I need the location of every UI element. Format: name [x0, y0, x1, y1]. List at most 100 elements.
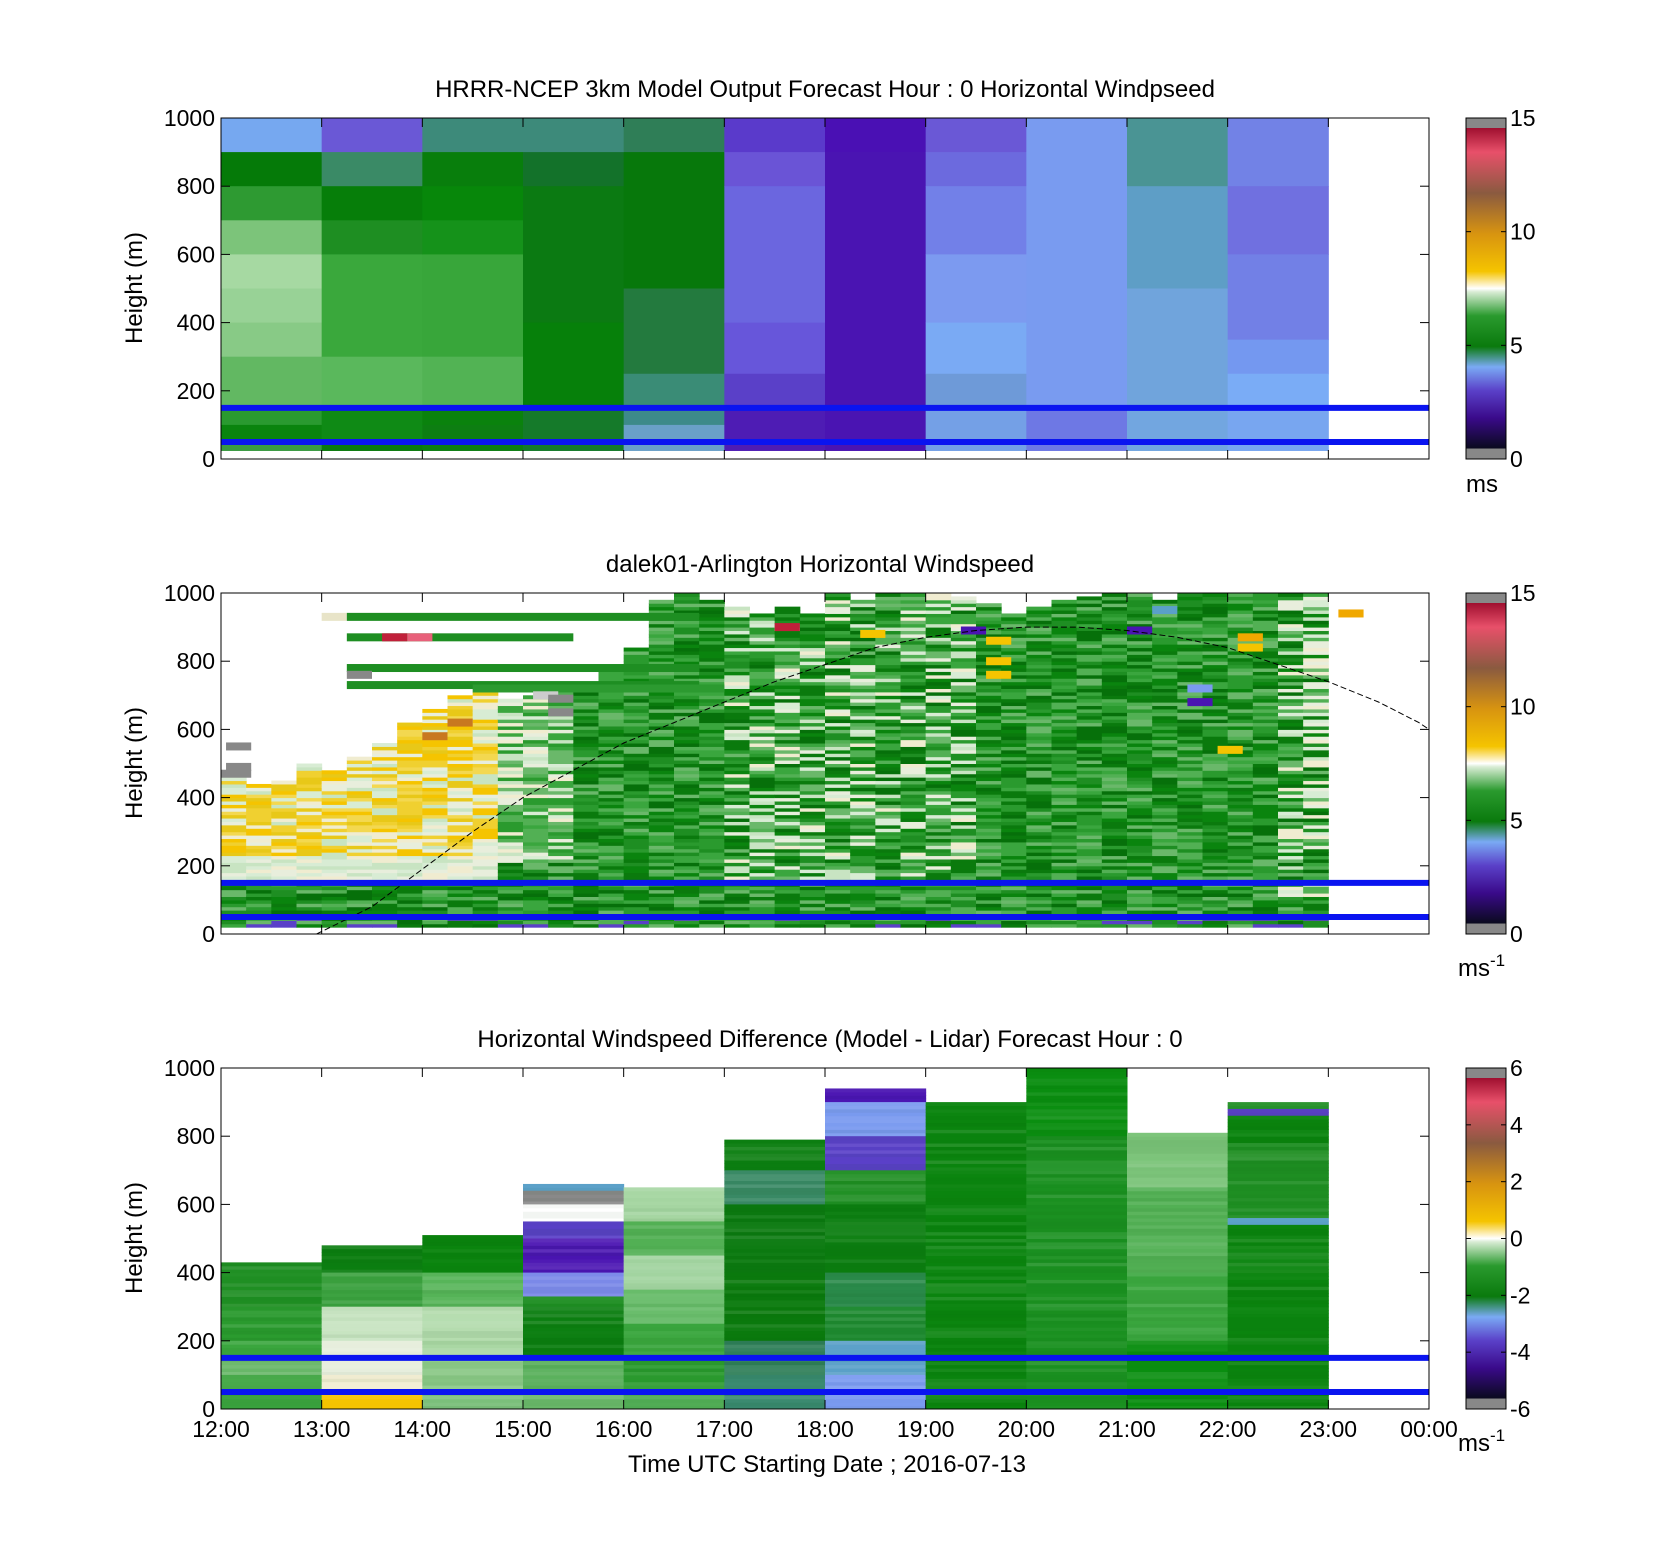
heatmap-cell: [1127, 753, 1153, 758]
heatmap-cell: [850, 766, 876, 771]
heatmap-cell: [523, 811, 549, 816]
heatmap-cell: [850, 657, 876, 662]
heatmap-cell: [397, 845, 423, 850]
heatmap-cell: [1227, 1139, 1329, 1144]
heatmap-cell: [825, 678, 851, 683]
heatmap-cell: [674, 770, 700, 775]
heatmap-cell: [648, 610, 675, 614]
heatmap-cell: [900, 681, 927, 686]
heatmap-cell: [623, 739, 650, 744]
heatmap-cell: [1076, 647, 1103, 652]
heatmap-cell: [674, 814, 700, 819]
heatmap-cell: [875, 855, 901, 860]
heatmap-cell: [1101, 787, 1128, 792]
heatmap-cell: [1026, 1183, 1128, 1188]
heatmap-cell: [1278, 664, 1304, 669]
heatmap-cell: [1001, 657, 1027, 662]
heatmap-cell: [674, 899, 700, 904]
heatmap-cell: [1076, 862, 1103, 867]
heatmap-cell: [648, 620, 675, 625]
heatmap-cell: [875, 668, 901, 672]
heatmap-cell: [875, 756, 901, 761]
heatmap-cell: [1252, 841, 1279, 846]
heatmap-cell: [925, 186, 1027, 255]
heatmap-cell: [447, 736, 474, 741]
heatmap-cell: [1202, 685, 1229, 689]
heatmap-cell: [1252, 596, 1279, 601]
heatmap-cell: [397, 821, 423, 826]
heatmap-cell: [850, 818, 876, 822]
heatmap-cell: [598, 783, 625, 788]
heatmap-cell: [1202, 886, 1229, 891]
heatmap-cell: [699, 695, 725, 700]
heatmap-cell: [825, 1095, 927, 1100]
heatmap-cell: [1278, 910, 1304, 915]
heatmap-cell: [1177, 889, 1203, 894]
heatmap-cell: [1101, 760, 1128, 764]
heatmap-cell: [548, 743, 574, 747]
heatmap-cell: [1127, 865, 1153, 870]
heatmap-cell: [1076, 906, 1103, 911]
heatmap-cell: [925, 1299, 1027, 1304]
heatmap-cell: [1076, 773, 1103, 778]
panel-lidar-ylabel: Height (m): [121, 707, 148, 819]
heatmap-cell: [1127, 1327, 1229, 1332]
heatmap-cell: [623, 1364, 725, 1369]
heatmap-cell: [1051, 599, 1078, 604]
heatmap-cell: [1252, 739, 1279, 744]
heatmap-cell: [1152, 732, 1178, 737]
heatmap-cell: [548, 801, 574, 805]
heatmap-cell: [648, 736, 675, 741]
heatmap-cell: [699, 654, 725, 659]
heatmap-cell: [397, 811, 423, 816]
heatmap-cell: [422, 1255, 524, 1260]
y-tick-label: 200: [177, 378, 215, 404]
heatmap-cell: [900, 610, 927, 614]
heatmap-cell: [648, 627, 675, 632]
heatmap-cell: [321, 773, 348, 778]
heatmap-cell: [1101, 743, 1128, 747]
colorbar-tick-label: -4: [1510, 1339, 1531, 1365]
heatmap-cell: [271, 838, 297, 843]
heatmap-cell: [976, 876, 1002, 880]
heatmap-cell: [372, 811, 398, 816]
heatmap-cell: [774, 654, 801, 659]
heatmap-cell: [1127, 719, 1153, 724]
heatmap-cell: [1026, 865, 1052, 870]
heatmap-cell: [1152, 766, 1178, 771]
heatmap-cell: [1278, 616, 1304, 621]
heatmap-cell: [397, 824, 423, 829]
heatmap-cell: [548, 835, 574, 840]
heatmap-cell: [1278, 688, 1304, 693]
heatmap-cell: [1227, 777, 1254, 782]
heatmap-cell: [1127, 893, 1153, 897]
heatmap-cell: [397, 889, 423, 894]
heatmap-cell: [1202, 794, 1229, 799]
heatmap-cell: [472, 886, 499, 891]
heatmap-cell: [1202, 637, 1229, 642]
heatmap-cell: [1001, 780, 1027, 785]
heatmap-cell: [749, 790, 776, 795]
heatmap-cell: [850, 698, 876, 703]
heatmap-cell: [548, 818, 574, 822]
heatmap-cell: [472, 910, 499, 915]
heatmap-cell: [1076, 650, 1103, 655]
heatmap-cell: [472, 865, 499, 870]
heatmap-cell: [523, 1381, 625, 1386]
heatmap-cell: [1278, 920, 1304, 925]
heatmap-cell: [976, 756, 1002, 761]
heatmap-cell: [900, 811, 927, 816]
heatmap-cell: [925, 783, 952, 788]
heatmap-cell: [447, 852, 474, 857]
panel-lidar-colorbar-unit: ms-1: [1458, 951, 1505, 982]
heatmap-cell: [422, 783, 448, 788]
heatmap-cell: [523, 1289, 625, 1294]
heatmap-cell: [1278, 804, 1304, 809]
heatmap-cell: [422, 1235, 524, 1239]
heatmap-cell: [749, 869, 776, 874]
heatmap-cell: [1278, 654, 1304, 659]
heatmap-cell: [1177, 804, 1203, 809]
heatmap-cell: [648, 671, 675, 676]
heatmap-cell: [1152, 715, 1178, 720]
